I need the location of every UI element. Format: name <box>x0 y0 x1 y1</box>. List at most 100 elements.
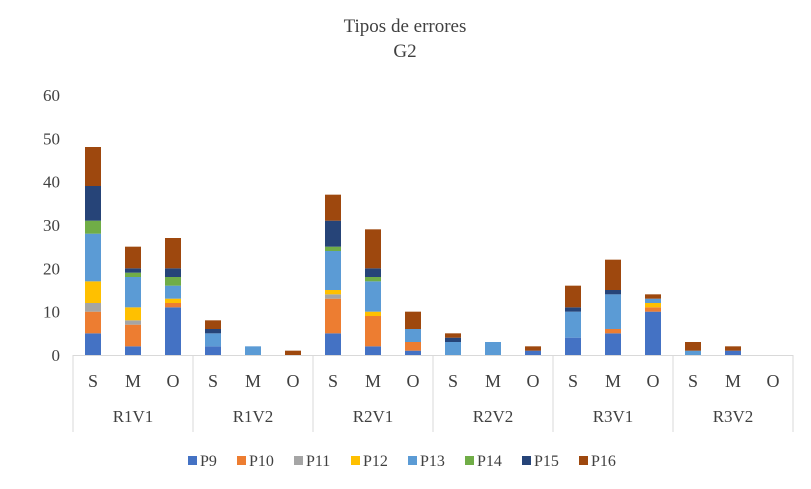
legend-swatch <box>522 456 531 465</box>
bar-segment <box>645 303 661 308</box>
bar-segment <box>325 290 341 295</box>
bar-segment <box>485 342 501 355</box>
bar-segment <box>445 342 461 355</box>
bar-segment <box>565 307 581 312</box>
bar-segment <box>125 272 141 277</box>
y-axis-ticks: 0 10 20 30 40 50 60 <box>43 86 60 365</box>
bar-segment <box>325 333 341 355</box>
bar-segment <box>605 290 621 295</box>
x-category-label: M <box>125 371 141 391</box>
x-category-label: M <box>485 371 501 391</box>
bar-segment <box>285 350 301 355</box>
x-category-label: S <box>88 371 98 391</box>
bar-segment <box>165 238 181 269</box>
bar-segment <box>605 329 621 334</box>
bar-segment <box>405 311 421 329</box>
x-category-label: S <box>208 371 218 391</box>
bar-segment <box>365 268 381 277</box>
x-category-label: S <box>328 371 338 391</box>
y-tick-label: 60 <box>43 86 60 105</box>
bar-segment <box>565 311 581 338</box>
bar-segment <box>365 277 381 282</box>
legend-label: P9 <box>200 453 217 470</box>
bar-segment <box>365 281 381 312</box>
x-category-label: M <box>725 371 741 391</box>
bar-segment <box>125 268 141 273</box>
bar-segment <box>125 307 141 321</box>
bar-segment <box>125 346 141 355</box>
bar-segment <box>165 307 181 355</box>
y-tick-label: 50 <box>43 129 60 148</box>
x-axis: S M O S M O S M O S M O S M O S M O R1V1 R1V2 R2V1 R2V2 R3V1 R3… <box>72 355 794 432</box>
bar-segment <box>365 346 381 355</box>
bar-segment <box>645 307 661 312</box>
bar-segment <box>365 316 381 347</box>
x-category-label: S <box>688 371 698 391</box>
bar-segment <box>405 329 421 342</box>
legend-label: P15 <box>534 453 559 470</box>
bar-segment <box>165 298 181 303</box>
bar-segment <box>165 277 181 286</box>
bar-segment <box>125 324 141 347</box>
bar-segment <box>685 342 701 351</box>
x-group-label: R3V2 <box>713 407 754 426</box>
bar-segment <box>645 294 661 299</box>
bar-segment <box>325 251 341 290</box>
bar-segment <box>85 233 101 282</box>
legend-label: P14 <box>477 453 502 470</box>
legend-swatch <box>465 456 474 465</box>
bar-segment <box>565 285 581 308</box>
bar-segment <box>85 281 101 303</box>
x-category-label: S <box>448 371 458 391</box>
legend-swatch <box>579 456 588 465</box>
legend-label: P13 <box>420 453 445 470</box>
x-category-label: O <box>167 371 180 391</box>
bar-segment <box>205 329 221 334</box>
x-group-label: R3V1 <box>593 407 634 426</box>
x-category-label: O <box>287 371 300 391</box>
bar-segment <box>365 229 381 269</box>
bar-segment <box>85 186 101 221</box>
x-category-label: O <box>647 371 660 391</box>
bar-segment <box>125 320 141 325</box>
x-category-label: S <box>568 371 578 391</box>
legend: P9 P10 P11 P12 P13 P14 P15 P16 <box>188 453 616 470</box>
bar-segment <box>725 350 741 355</box>
bar-segment <box>205 320 221 329</box>
legend-swatch <box>408 456 417 465</box>
bar-segment <box>85 220 101 234</box>
bar-segment <box>525 346 541 351</box>
x-category-label: O <box>407 371 420 391</box>
bar-segment <box>165 285 181 299</box>
bar-segment <box>685 350 701 355</box>
y-tick-label: 30 <box>43 216 60 235</box>
bar-segment <box>405 342 421 351</box>
bar-segment <box>85 333 101 355</box>
bar-segment <box>85 303 101 312</box>
bar-segment <box>565 337 581 355</box>
x-group-label: R1V2 <box>233 407 274 426</box>
bar-segment <box>325 246 341 251</box>
x-group-label: R1V1 <box>113 407 154 426</box>
bar-segment <box>605 259 621 290</box>
y-tick-label: 40 <box>43 173 60 192</box>
bars <box>85 147 741 355</box>
x-category-label: M <box>245 371 261 391</box>
x-category-label: M <box>605 371 621 391</box>
bar-segment <box>445 333 461 338</box>
legend-swatch <box>294 456 303 465</box>
legend-label: P11 <box>306 453 330 470</box>
x-category-label: M <box>365 371 381 391</box>
bar-segment <box>205 346 221 355</box>
bar-segment <box>205 333 221 347</box>
bar-segment <box>645 298 661 303</box>
bar-segment <box>645 311 661 355</box>
legend-label: P16 <box>591 453 616 470</box>
x-category-label: O <box>767 371 780 391</box>
bar-segment <box>445 337 461 342</box>
bar-segment <box>325 298 341 334</box>
bar-segment <box>525 350 541 355</box>
legend-swatch <box>237 456 246 465</box>
bar-segment <box>85 147 101 186</box>
chart-subtitle: G2 <box>393 41 416 62</box>
